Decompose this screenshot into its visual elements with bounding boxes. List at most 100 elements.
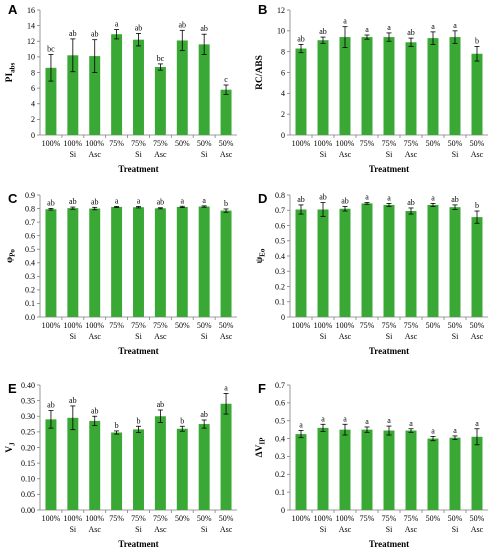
x-tick-label-a: 75% [109,139,124,148]
bar-f [295,434,307,510]
y-axis-label-e: VJ [5,442,17,453]
x-tick-label-e: 50% [197,514,212,523]
x-tick-label-a: 50% [197,139,212,148]
x-tick-label-c: 100% [63,321,82,330]
y-tick-label-a: 4 [31,100,35,109]
bar-e [67,417,79,510]
x-tick-label-b: 100% [336,139,355,148]
bar-b [449,37,461,136]
significance-letter-c: a [137,197,141,206]
y-tick-label-f: 0.6 [275,399,285,408]
x-tick-label-e: 75% [109,514,124,523]
x-tick-label-a: Asc [154,150,167,159]
bar-c [89,208,101,317]
y-tick-label-f: 0 [281,506,285,515]
bar-b [471,53,483,135]
y-tick-label-b: 10 [277,27,285,36]
y-tick-label-f: 0.1 [275,488,285,497]
significance-letter-a: c [224,75,228,84]
y-tick-label-e: 0.35 [21,396,35,405]
significance-letter-e: b [115,421,119,430]
bar-d [405,211,417,317]
x-tick-label-e: 100% [42,514,61,523]
significance-letter-d: a [431,193,435,202]
bar-b [339,37,351,136]
x-tick-label-f: 75% [382,514,397,523]
x-tick-label-e: 75% [153,514,168,523]
y-axis-label-f: ΔVIP [255,437,267,458]
y-tick-label-a: 6 [31,84,35,93]
x-tick-label-a: 100% [42,139,61,148]
x-tick-label-d: 50% [470,321,485,330]
y-tick-label-b: 8 [281,47,285,56]
panel-f: F 0 0.1 0.2 0.3 0.4 0.5 0.6 0.7 ΔVIP a 100% a 100% Si a… [255,381,488,549]
x-tick-label-b: 50% [470,139,485,148]
x-tick-label-c: Asc [88,332,101,341]
x-axis-label-c: Treatment [118,346,158,356]
significance-letter-c: ab [91,197,99,206]
y-tick-label-e: 0.20 [21,443,35,452]
bar-b [295,48,307,135]
y-axis-label-a: PIabs [5,62,17,82]
y-tick-label-d: 0.1 [275,298,285,307]
significance-letter-a: bc [47,45,55,54]
x-tick-label-a: 100% [85,139,104,148]
significance-letter-b: ab [297,34,305,43]
x-axis-label-f: Treatment [369,539,409,549]
x-tick-label-d: Asc [405,332,418,341]
bar-e [154,416,166,510]
significance-letter-b: a [387,23,391,32]
significance-letter-b: a [453,21,457,30]
y-tick-label-d: 0.6 [275,221,285,230]
significance-letter-e: b [137,416,141,425]
y-tick-label-e: 0.25 [21,428,35,437]
x-tick-label-f: 50% [426,514,441,523]
panel-d: D00.10.20.30.40.50.60.70.8ψEoab100%ab100… [255,191,488,356]
bar-d [449,207,461,317]
x-tick-label-c: 100% [85,321,104,330]
significance-letter-a: ab [69,29,77,38]
x-tick-label-e: Asc [88,525,101,534]
significance-letter-e: a [224,383,228,392]
bar-e [220,403,232,510]
x-tick-label-a: Asc [88,150,101,159]
y-tick-label-f: 0.2 [275,470,285,479]
x-tick-label-d: 75% [360,321,375,330]
x-tick-label-b: 75% [360,139,375,148]
panel-letter-a: A [8,2,18,17]
y-tick-label-b: 2 [281,110,285,119]
bar-d [471,217,483,317]
significance-letter-e: b [180,416,184,425]
panel-letter-d: D [258,191,267,206]
bar-f [449,437,461,510]
x-axis-label-b: Treatment [369,164,409,174]
significance-letter-f: a [453,426,457,435]
y-tick-label-a: 0 [31,131,35,140]
x-tick-label-b: 50% [426,139,441,148]
x-tick-label-d: Asc [471,332,484,341]
x-tick-label-f: 100% [292,514,311,523]
x-tick-label-c: Si [201,332,208,341]
y-tick-label-b: 6 [281,68,285,77]
significance-letter-a: bc [157,54,165,63]
significance-letter-e: ab [157,400,165,409]
bar-f [361,429,373,510]
significance-letter-c: a [202,196,206,205]
significance-letter-d: ab [341,196,349,205]
bar-a [176,40,188,135]
y-tick-label-a: 14 [27,21,35,30]
y-tick-label-c: 0.4 [25,259,35,268]
bar-f [405,430,417,510]
significance-letter-a: ab [135,23,143,32]
x-axis-label-d: Treatment [369,346,409,356]
y-tick-label-a: 10 [27,53,35,62]
bar-b [427,38,439,135]
y-tick-label-e: 0.10 [21,475,35,484]
y-tick-label-f: 0.3 [275,452,285,461]
y-tick-label-d: 0.7 [275,206,285,215]
y-tick-label-d: 0.4 [275,252,285,261]
y-tick-label-b: 4 [281,89,285,98]
significance-letter-f: a [321,414,325,423]
significance-letter-f: a [343,414,347,423]
y-axis-label-d: ψEo [255,248,267,263]
